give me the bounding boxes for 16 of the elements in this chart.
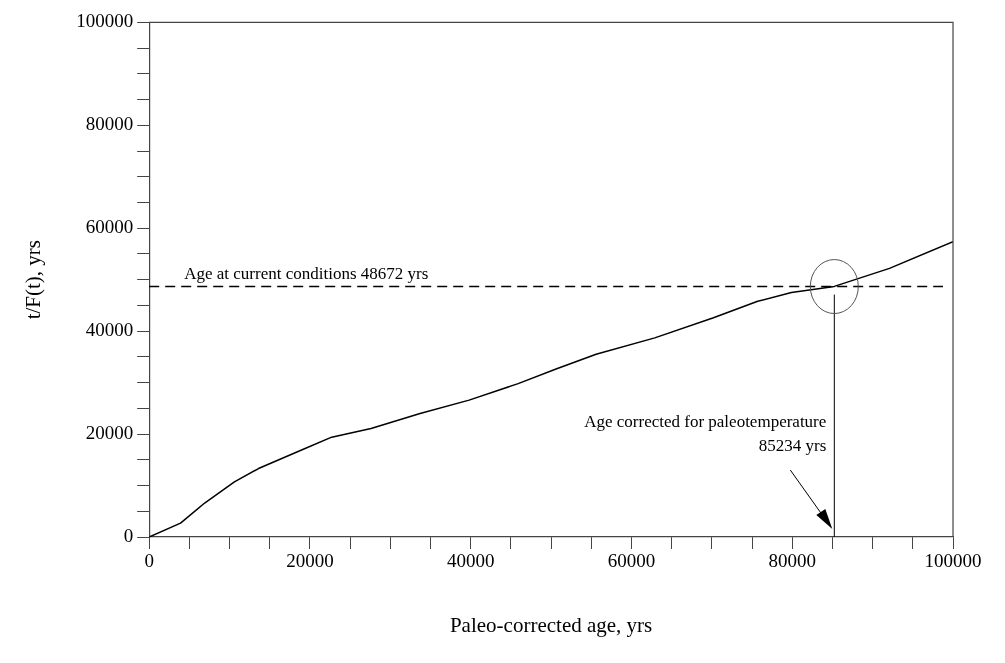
y-tick-label: 60000: [85, 216, 134, 238]
x-tick-label: 100000: [924, 550, 982, 572]
x-tick-label: 40000: [446, 550, 495, 572]
ref-line-label: Age at current conditions 48672 yrs: [184, 263, 429, 283]
x-tick-label: 20000: [286, 550, 334, 572]
y-tick-label: 0: [123, 524, 134, 546]
y-tick-label: 20000: [85, 422, 134, 444]
x-tick-label: 80000: [768, 550, 816, 572]
x-axis-title: Paleo-corrected age, yrs: [449, 612, 653, 637]
y-axis-title: t/F(t), yrs: [21, 240, 46, 320]
y-tick-label: 80000: [85, 113, 134, 135]
x-tick-label: 0: [144, 550, 154, 572]
y-tick-label: 100000: [76, 10, 134, 32]
ref-line-label: Age corrected for paleotemperature 85234 yrs: [584, 412, 827, 455]
y-tick-label: 40000: [85, 319, 134, 341]
x-tick-label: 60000: [607, 550, 656, 572]
